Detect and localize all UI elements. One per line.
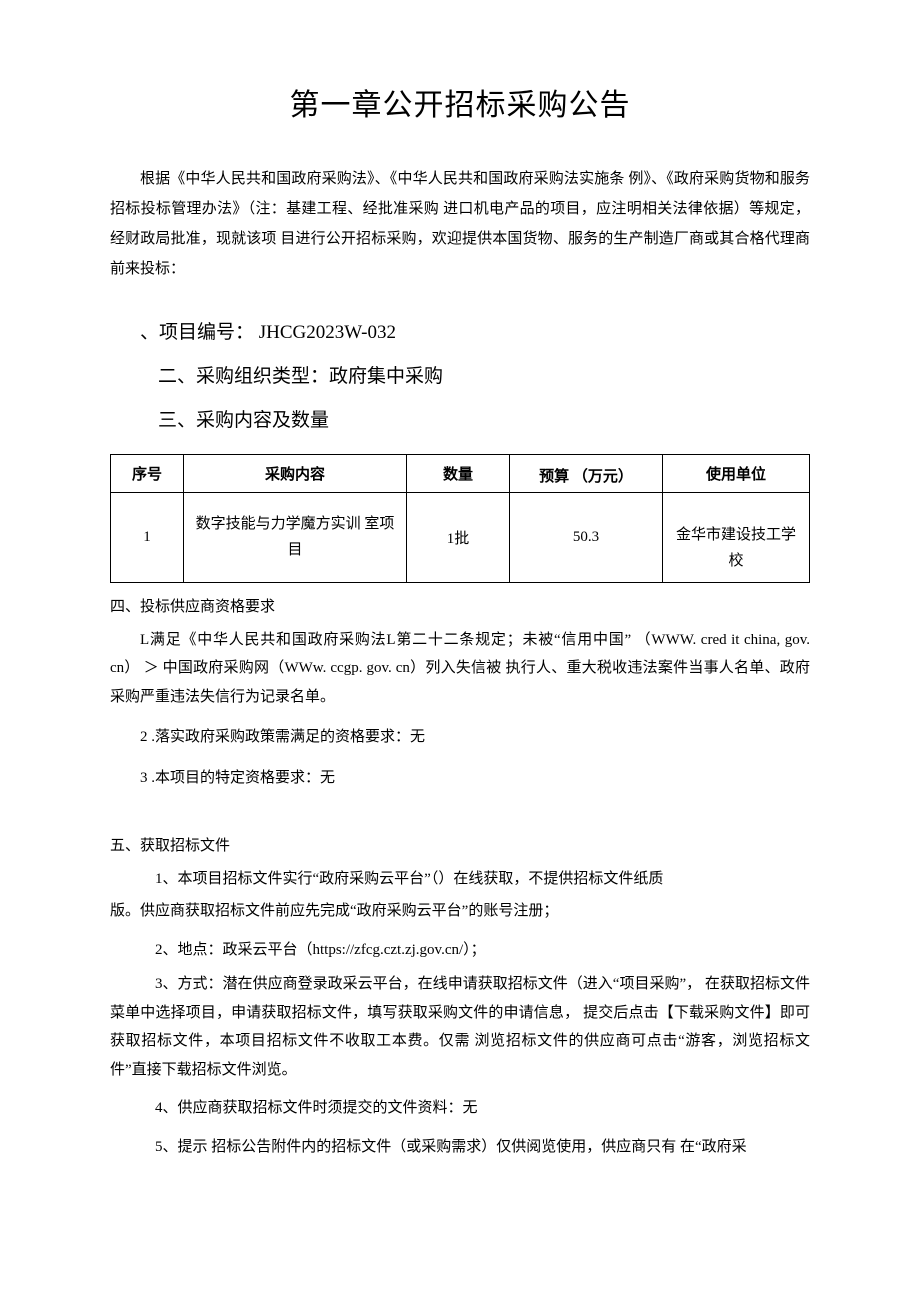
document-page: 第一章公开招标采购公告 根据《中华人民共和国政府采购法》、《中华人民共和国政府采… xyxy=(0,0,920,1301)
req-item-1: L满足《中华人民共和国政府采购法L第二十二条规定；未被“信用中国” （WWW. … xyxy=(110,626,810,712)
chapter-title: 第一章公开招标采购公告 xyxy=(110,80,810,124)
get-item-3: 3、方式：潜在供应商登录政采云平台，在线申请获取招标文件（进入“项目采购”， 在… xyxy=(110,970,810,1084)
th-seq: 序号 xyxy=(111,455,184,493)
section-3-content-qty: 三、采购内容及数量 xyxy=(158,402,810,440)
table-header-row: 序号 采购内容 数量 预算 （万元） 使用单位 xyxy=(111,455,810,493)
table-row: 1 数字技能与力学魔方实训 室项目 1批 50.3 金华市建设技工学 校 xyxy=(111,493,810,583)
section-4-supplier-req: 四、投标供应商资格要求 xyxy=(110,593,810,622)
get-item-5: 5、提示 招标公告附件内的招标文件（或采购需求）仅供阅览使用，供应商只有 在“政… xyxy=(110,1133,810,1162)
req-item-3: 3 .本项目的特定资格要求：无 xyxy=(110,764,810,793)
th-unit: 使用单位 xyxy=(663,455,810,493)
cell-unit: 金华市建设技工学 校 xyxy=(663,493,810,583)
req-item-2: 2 .落实政府采购政策需满足的资格要求：无 xyxy=(110,723,810,752)
cell-budget: 50.3 xyxy=(510,493,663,583)
get-item-2: 2、地点：政采云平台（https://zfcg.czt.zj.gov.cn/）； xyxy=(110,936,810,965)
cell-content: 数字技能与力学魔方实训 室项目 xyxy=(184,493,407,583)
procurement-table: 序号 采购内容 数量 预算 （万元） 使用单位 1 数字技能与力学魔方实训 室项… xyxy=(110,454,810,583)
get-item-4: 4、供应商获取招标文件时须提交的文件资料：无 xyxy=(110,1094,810,1123)
cell-seq: 1 xyxy=(111,493,184,583)
section-1-project-number: 、项目编号： JHCG2023W-032 xyxy=(140,314,810,352)
th-budget: 预算 （万元） xyxy=(510,455,663,493)
cell-qty: 1批 xyxy=(407,493,510,583)
get-item-1a: 1、本项目招标文件实行“政府采购云平台”（）在线获取，不提供招标文件纸质 xyxy=(110,865,810,894)
th-qty: 数量 xyxy=(407,455,510,493)
section-5-get-docs: 五、获取招标文件 xyxy=(110,832,810,861)
section-2-org-type: 二、采购组织类型：政府集中采购 xyxy=(158,358,810,396)
th-content: 采购内容 xyxy=(184,455,407,493)
spacer xyxy=(110,796,810,822)
intro-paragraph: 根据《中华人民共和国政府采购法》、《中华人民共和国政府采购法实施条 例》、《政府… xyxy=(110,164,810,284)
get-item-1b: 版。供应商获取招标文件前应先完成“政府采购云平台”的账号注册； xyxy=(110,897,810,926)
